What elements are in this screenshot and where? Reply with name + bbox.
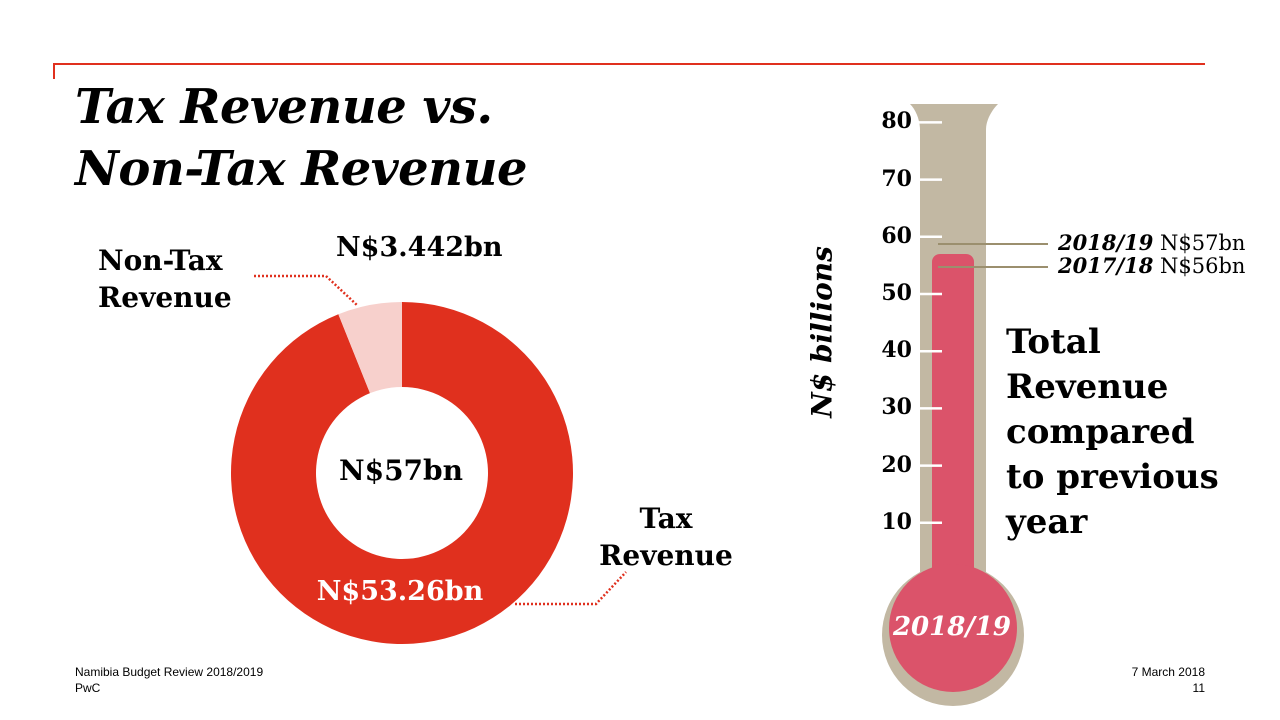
annotation-2017-18: 2017/18 N$56bn [1058, 253, 1246, 279]
page-title: Tax Revenue vs. Non-Tax Revenue [75, 76, 528, 200]
thermometer-bulb-fill [889, 564, 1017, 692]
annotation-year: 2017/18 [1058, 253, 1154, 278]
page-title-line-1: Tax Revenue vs. [75, 79, 493, 135]
y-tick-label-50: 50 [881, 280, 912, 306]
donut-slice-tax-revenue [231, 302, 573, 644]
caption-line-3: compared [1006, 412, 1195, 452]
bulb-year-label: 2018/19 [892, 612, 1012, 642]
y-tick-label-60: 60 [881, 222, 912, 249]
annotation-year: 2018/19 [1058, 230, 1154, 255]
annotation-value: N$56bn [1153, 254, 1246, 278]
page-title-line-2: Non-Tax Revenue [75, 141, 528, 197]
caption-line-1: Total [1006, 322, 1101, 362]
header-rule-tick [53, 63, 55, 79]
tax-label-line-2: Revenue [599, 539, 733, 572]
footer-left: Namibia Budget Review 2018/2019 PwC [75, 664, 263, 696]
annotation-2018-19: 2018/19 N$57bn [1058, 230, 1246, 256]
footer-page-number: 11 [1192, 681, 1205, 695]
non-tax-label-line-2: Revenue [98, 281, 232, 314]
non-tax-label-line-1: Non-Tax [98, 244, 223, 277]
y-tick-label-70: 70 [881, 165, 912, 192]
non-tax-leader-line [254, 274, 359, 307]
annotation-value: N$57bn [1153, 231, 1246, 255]
non-tax-revenue-value: N$3.442bn [336, 232, 503, 263]
donut-slice-non-tax-revenue [338, 302, 402, 394]
caption-line-2: Revenue [1006, 367, 1169, 407]
thermometer-fill-bar [932, 253, 974, 600]
tax-revenue-value: N$53.26bn [316, 576, 484, 607]
y-tick-label-80: 80 [881, 108, 912, 135]
donut-center-total: N$57bn [339, 454, 463, 487]
caption-line-5: year [1006, 502, 1088, 542]
tax-revenue-label: Tax Revenue [595, 500, 737, 574]
header-rule [53, 63, 1205, 65]
y-tick-label-10: 10 [881, 508, 912, 535]
y-tick-label-40: 40 [881, 337, 912, 364]
total-revenue-caption: Total Revenue compared to previous year [1006, 320, 1219, 545]
footer-document-title: Namibia Budget Review 2018/2019 [75, 665, 264, 679]
caption-line-4: to previous [1006, 457, 1219, 497]
y-axis-label: N$ billions [805, 246, 839, 418]
footer-right: 7 March 2018 11 [1132, 664, 1205, 696]
footer-date: 7 March 2018 [1131, 665, 1205, 679]
non-tax-revenue-label: Non-Tax Revenue [98, 242, 232, 316]
y-tick-label-30: 30 [881, 394, 912, 421]
y-tick-label-20: 20 [881, 451, 912, 478]
tax-leader-line [515, 571, 627, 606]
tax-label-line-1: Tax [639, 502, 693, 535]
footer-company: PwC [75, 681, 101, 695]
